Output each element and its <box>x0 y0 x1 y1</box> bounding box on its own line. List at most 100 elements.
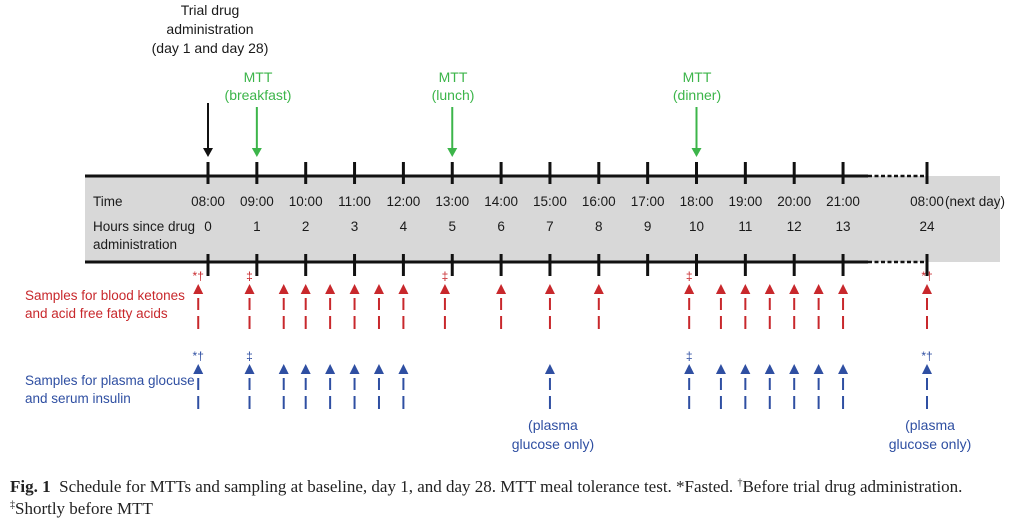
glucose-arrow-head <box>373 364 384 374</box>
tick-time-label: 21:00 <box>826 194 860 209</box>
caption-label: Fig. 1 <box>10 477 51 496</box>
glucose-arrow-head <box>740 364 751 374</box>
tick-hours-label: 10 <box>688 219 705 234</box>
ketone-arrow-head <box>349 284 360 294</box>
drug-label-line3: (day 1 and day 28) <box>151 40 269 56</box>
ketone-arrow-head <box>922 284 932 294</box>
glucose-arrow-head <box>684 364 695 374</box>
time-row-label: Time <box>93 194 123 209</box>
glucose-footnote-mark: *† <box>921 349 933 363</box>
double-dagger-mark: ‡ <box>10 499 15 511</box>
mtt-meal: (breakfast) <box>224 87 292 103</box>
tick-hours-label: 7 <box>546 219 554 234</box>
tick-time-label: 08:00 <box>191 194 225 209</box>
mtt-breakfast-label: MTT (breakfast) <box>225 68 292 104</box>
tick-hours-label: 8 <box>595 219 603 234</box>
glucose-footnote-mark: ‡ <box>246 349 253 363</box>
mtt-lunch-label: MTT (lunch) <box>432 68 475 104</box>
glucose-samples-label: Samples for plasma glocuse and serum ins… <box>25 372 195 408</box>
plasma-glucose-only-note: glucose only) <box>511 436 595 452</box>
ketone-arrow-head <box>715 284 726 294</box>
tick-time-label: 12:00 <box>386 194 421 209</box>
ketone-arrow-head <box>325 284 336 294</box>
glucose-arrow-head <box>244 364 255 374</box>
ketone-arrow-head <box>496 284 507 294</box>
ketone-arrow-head <box>278 284 289 294</box>
tick-hours-label: 1 <box>253 219 261 234</box>
ketone-label-line1: Samples for blood ketones <box>25 288 185 303</box>
ketone-arrow-head <box>244 284 255 294</box>
ketone-arrow-head <box>838 284 849 294</box>
figure-caption: Fig. 1 Schedule for MTTs and sampling at… <box>10 476 1020 520</box>
glucose-footnote-mark: ‡ <box>685 349 693 363</box>
schedule-diagram <box>85 103 932 409</box>
glucose-arrow-head <box>193 364 204 374</box>
glucose-arrow-head <box>349 364 360 374</box>
glucose-footnote-mark: *† <box>192 349 204 363</box>
glucose-arrow-head <box>544 364 555 374</box>
ketone-samples-label: Samples for blood ketones and acid free … <box>25 287 185 323</box>
ketone-arrow-head <box>740 284 751 294</box>
tick-time-label: 14:00 <box>484 194 518 209</box>
tick-hours-label: 2 <box>301 219 310 234</box>
caption-text-b: Before trial drug administration. <box>742 477 963 496</box>
ketone-arrow-head <box>544 284 555 294</box>
dagger-mark: † <box>737 477 743 489</box>
tick-hours-label: 11 <box>738 219 753 234</box>
glucose-label-line1: Samples for plasma glocuse <box>25 373 195 388</box>
tick-time-label: 19:00 <box>728 194 763 209</box>
glucose-arrow-head <box>278 364 289 374</box>
tick-time-label: 09:00 <box>239 194 274 209</box>
tick-time-label: 13:00 <box>435 194 470 209</box>
drug-label-line2: administration <box>166 21 254 37</box>
ketone-arrow-head <box>373 284 384 294</box>
glucose-arrow-head <box>922 364 932 374</box>
mtt-title: MTT <box>682 69 712 85</box>
ketone-arrow-head <box>593 284 604 294</box>
ketone-arrow-head <box>684 284 695 294</box>
ketone-arrow-head <box>764 284 775 294</box>
mtt-arrow-head <box>251 148 262 157</box>
tick-time-label: 18:00 <box>679 194 714 209</box>
tick-time-label: 11:00 <box>338 194 371 209</box>
tick-hours-label: 12 <box>786 219 802 234</box>
glucose-arrow-head <box>838 364 849 374</box>
glucose-arrow-head <box>300 364 311 374</box>
mtt-arrow-head <box>447 148 458 157</box>
ketone-arrow-head <box>439 284 450 294</box>
caption-text-a: Schedule for MTTs and sampling at baseli… <box>59 477 738 496</box>
caption-text-c: Shortly before MTT <box>15 499 153 518</box>
tick-time-label: 16:00 <box>581 194 616 209</box>
mtt-arrow-head <box>691 148 702 157</box>
mtt-meal: (dinner) <box>672 87 722 103</box>
drug-label-line1: Trial drug <box>180 2 240 18</box>
tick-hours-label: 13 <box>835 219 851 234</box>
mtt-title: MTT <box>243 69 273 85</box>
tick-hours-label: 0 <box>204 219 212 234</box>
tick-hours-label: 4 <box>399 219 408 234</box>
mtt-meal: (lunch) <box>431 87 475 103</box>
tick-time-label: 17:00 <box>630 194 665 209</box>
mtt-title: MTT <box>438 69 468 85</box>
tick-hours-label: 9 <box>643 219 652 234</box>
drug-arrow-head <box>203 148 213 157</box>
ketone-arrow-head <box>813 284 824 294</box>
tick-time-label: 15:00 <box>533 194 567 209</box>
hours-row-label-line2: administration <box>93 237 178 252</box>
ketone-arrow-head <box>300 284 311 294</box>
glucose-arrow-head <box>813 364 824 374</box>
next-day-label: (next day) <box>944 194 1006 209</box>
tick-time-label: 08:00 <box>910 194 944 209</box>
plasma-glucose-only-note: (plasma <box>528 417 578 433</box>
tick-hours-label: 5 <box>448 219 457 234</box>
glucose-arrow-head <box>764 364 775 374</box>
ketone-footnote-mark: ‡ <box>441 269 449 283</box>
tick-hours-label: 6 <box>497 219 505 234</box>
glucose-arrow-head <box>398 364 409 374</box>
timeline-band <box>85 176 1000 262</box>
ketone-arrow-head <box>789 284 800 294</box>
tick-time-label: 20:00 <box>777 194 812 209</box>
tick-time-label: 10:00 <box>288 194 323 209</box>
glucose-arrow-head <box>789 364 800 374</box>
mtt-dinner-label: MTT (dinner) <box>673 68 721 104</box>
